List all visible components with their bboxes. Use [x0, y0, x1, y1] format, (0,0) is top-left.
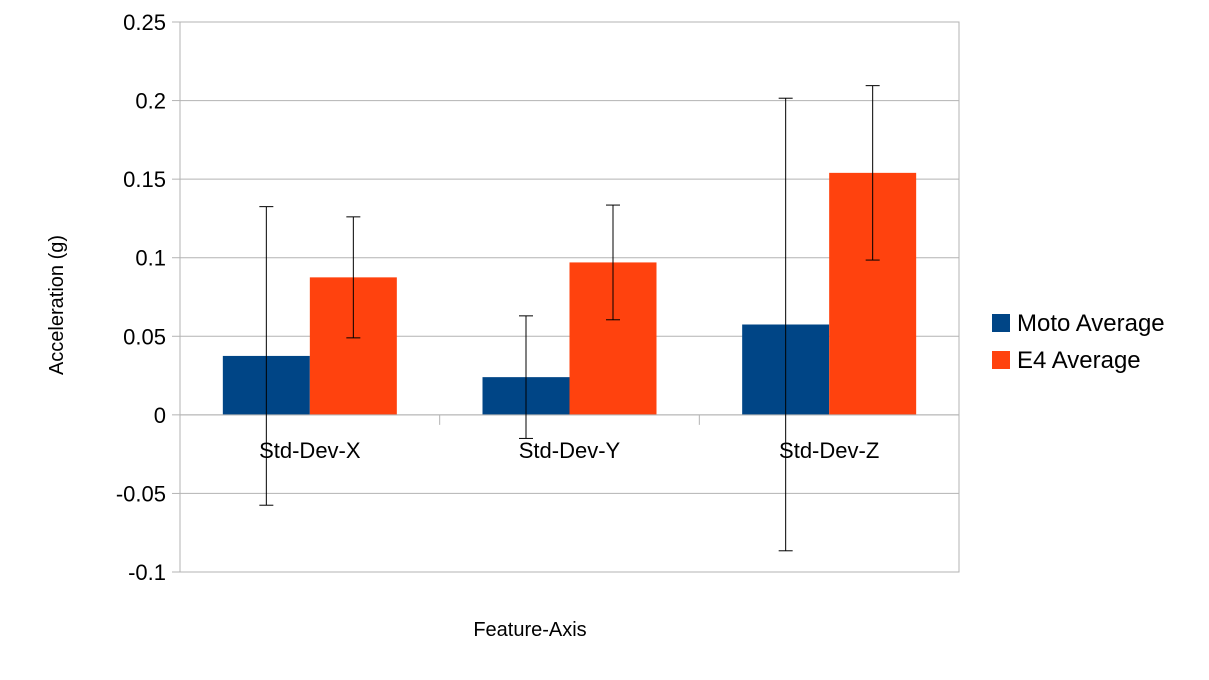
- category-axis: [179, 414, 960, 425]
- x-tick-label: Std-Dev-Y: [519, 438, 621, 463]
- legend-swatch: [992, 351, 1010, 369]
- legend-swatch: [992, 314, 1010, 332]
- plot-area-frame: [179, 21, 960, 573]
- y-tick-label: 0: [154, 403, 166, 428]
- y-tick-label: 0.2: [135, 89, 166, 114]
- y-tick-label: 0.25: [123, 10, 166, 35]
- y-tick-label: 0.1: [135, 246, 166, 271]
- y-tick-label: -0.1: [128, 560, 166, 585]
- error-bars: [259, 85, 880, 552]
- bars: [222, 172, 917, 415]
- x-axis-ticks: Std-Dev-X Std-Dev-Y Std-Dev-Z: [259, 438, 879, 463]
- x-tick-label: Std-Dev-X: [259, 438, 361, 463]
- y-axis-ticks: -0.1 -0.05 0 0.05 0.1 0.15 0.2 0.25: [116, 10, 180, 585]
- y-tick-label: 0.05: [123, 324, 166, 349]
- x-tick-label: Std-Dev-Z: [779, 438, 879, 463]
- x-axis-title: Feature-Axis: [473, 619, 586, 641]
- y-tick-label: 0.15: [123, 167, 166, 192]
- y-axis-title: Acceleration (g): [46, 235, 68, 375]
- legend: Moto Average E4 Average: [992, 310, 1165, 374]
- y-tick-label: -0.05: [116, 481, 166, 506]
- legend-label: E4 Average: [1017, 347, 1141, 374]
- legend-label: Moto Average: [1017, 310, 1165, 337]
